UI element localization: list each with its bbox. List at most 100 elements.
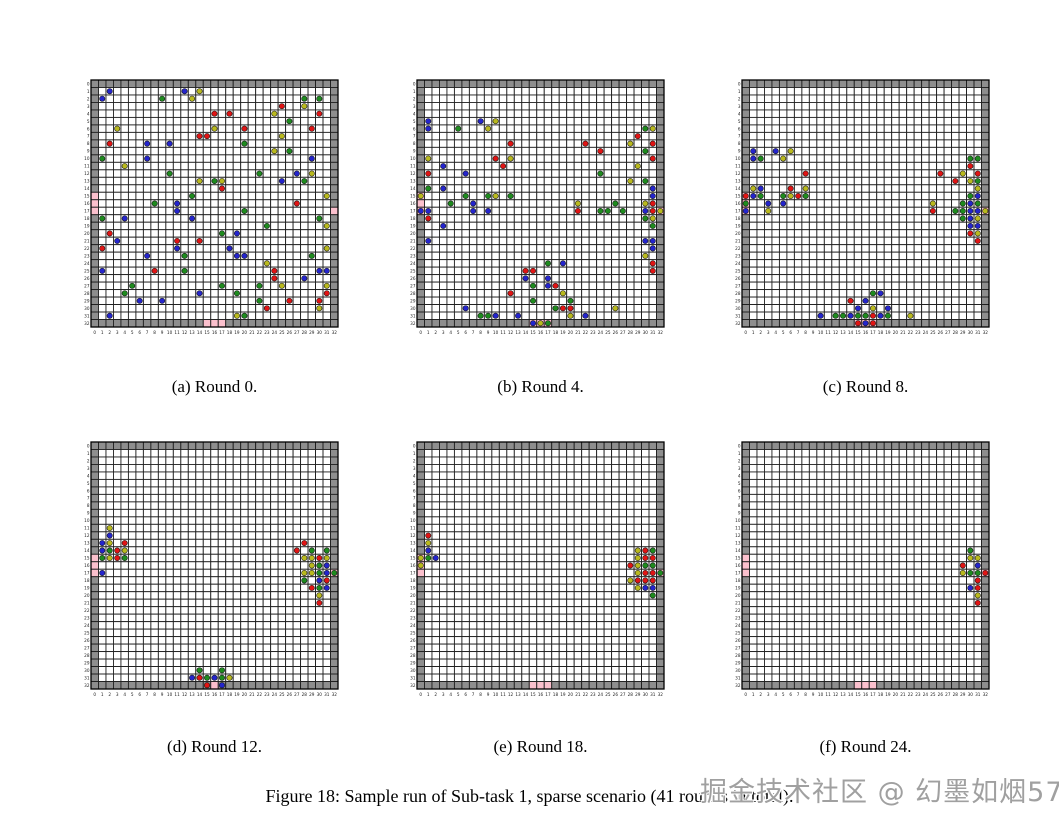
svg-text:6: 6 <box>138 330 141 335</box>
svg-text:28: 28 <box>84 291 90 296</box>
panel-a-grid: 0011223344556677889910101111121213131414… <box>84 79 339 335</box>
svg-text:30: 30 <box>84 668 90 673</box>
svg-text:31: 31 <box>324 692 330 697</box>
panel-d-grid: 0011223344556677889910101111121213131414… <box>84 441 339 697</box>
svg-text:24: 24 <box>272 330 278 335</box>
svg-text:14: 14 <box>410 186 416 191</box>
svg-text:27: 27 <box>410 283 416 288</box>
svg-text:11: 11 <box>735 164 741 169</box>
svg-text:19: 19 <box>234 330 240 335</box>
svg-text:26: 26 <box>287 330 293 335</box>
svg-text:12: 12 <box>182 330 188 335</box>
svg-text:27: 27 <box>84 283 90 288</box>
svg-text:28: 28 <box>84 653 90 658</box>
svg-text:6: 6 <box>138 692 141 697</box>
svg-text:28: 28 <box>302 330 308 335</box>
svg-text:32: 32 <box>332 692 338 697</box>
svg-text:4: 4 <box>774 330 777 335</box>
svg-text:26: 26 <box>84 638 90 643</box>
svg-text:4: 4 <box>123 692 126 697</box>
svg-text:17: 17 <box>870 330 876 335</box>
svg-text:22: 22 <box>908 330 914 335</box>
svg-text:5: 5 <box>738 119 741 124</box>
svg-text:1: 1 <box>752 330 755 335</box>
svg-text:14: 14 <box>84 186 90 191</box>
svg-text:29: 29 <box>410 298 416 303</box>
svg-text:22: 22 <box>84 246 90 251</box>
svg-text:9: 9 <box>738 149 741 154</box>
svg-text:29: 29 <box>84 298 90 303</box>
svg-text:18: 18 <box>878 330 884 335</box>
svg-text:4: 4 <box>87 111 90 116</box>
svg-text:25: 25 <box>735 268 741 273</box>
svg-text:16: 16 <box>735 201 741 206</box>
svg-text:19: 19 <box>560 330 566 335</box>
svg-text:12: 12 <box>833 330 839 335</box>
svg-text:20: 20 <box>893 330 899 335</box>
svg-text:0: 0 <box>93 692 96 697</box>
svg-text:21: 21 <box>900 330 906 335</box>
svg-text:7: 7 <box>87 134 90 139</box>
svg-text:20: 20 <box>410 231 416 236</box>
svg-text:31: 31 <box>84 675 90 680</box>
svg-text:2: 2 <box>759 330 762 335</box>
svg-text:27: 27 <box>294 330 300 335</box>
svg-text:20: 20 <box>568 330 574 335</box>
svg-text:18: 18 <box>84 578 90 583</box>
svg-text:22: 22 <box>735 246 741 251</box>
svg-text:14: 14 <box>84 548 90 553</box>
svg-text:1: 1 <box>413 89 416 94</box>
svg-text:0: 0 <box>87 81 90 86</box>
svg-text:15: 15 <box>84 194 90 199</box>
svg-text:26: 26 <box>410 276 416 281</box>
svg-text:6: 6 <box>87 126 90 131</box>
svg-text:18: 18 <box>735 216 741 221</box>
svg-text:14: 14 <box>523 330 529 335</box>
svg-text:11: 11 <box>410 164 416 169</box>
svg-text:16: 16 <box>212 330 218 335</box>
svg-text:23: 23 <box>264 330 270 335</box>
svg-text:13: 13 <box>189 330 195 335</box>
svg-text:9: 9 <box>161 330 164 335</box>
svg-text:7: 7 <box>738 134 741 139</box>
svg-text:20: 20 <box>735 231 741 236</box>
svg-text:28: 28 <box>628 330 634 335</box>
svg-text:30: 30 <box>317 692 323 697</box>
svg-text:14: 14 <box>848 330 854 335</box>
svg-text:23: 23 <box>410 253 416 258</box>
svg-text:0: 0 <box>413 81 416 86</box>
svg-text:11: 11 <box>500 330 506 335</box>
svg-text:4: 4 <box>87 473 90 478</box>
svg-text:2: 2 <box>413 96 416 101</box>
svg-text:13: 13 <box>84 541 90 546</box>
panel-b: 0 0 1 1 2 2 3 3 4 4 5 5 6 6 7 7 8 8 9 9 10 10 11 11 12 12 13 13 14 14… <box>407 78 669 340</box>
svg-text:10: 10 <box>167 692 173 697</box>
svg-text:9: 9 <box>87 511 90 516</box>
svg-text:4: 4 <box>738 111 741 116</box>
svg-text:10: 10 <box>84 156 90 161</box>
svg-text:24: 24 <box>598 330 604 335</box>
svg-text:32: 32 <box>84 683 90 688</box>
svg-text:14: 14 <box>735 186 741 191</box>
panel-a: 0 0 1 1 2 2 3 3 4 4 5 5 6 6 7 7 8 8 9 9 10 10 11 11 12 12 13 13 14 14… <box>81 78 343 340</box>
svg-text:22: 22 <box>583 330 589 335</box>
svg-text:15: 15 <box>204 330 210 335</box>
svg-text:3: 3 <box>738 104 741 109</box>
svg-text:28: 28 <box>302 692 308 697</box>
svg-text:21: 21 <box>410 239 416 244</box>
svg-text:1: 1 <box>427 330 430 335</box>
svg-text:26: 26 <box>84 276 90 281</box>
svg-text:19: 19 <box>885 330 891 335</box>
svg-text:17: 17 <box>219 692 225 697</box>
svg-text:19: 19 <box>735 224 741 229</box>
svg-text:7: 7 <box>797 330 800 335</box>
svg-text:9: 9 <box>812 330 815 335</box>
svg-text:16: 16 <box>84 563 90 568</box>
svg-text:8: 8 <box>153 692 156 697</box>
svg-text:24: 24 <box>84 261 90 266</box>
svg-text:3: 3 <box>116 692 119 697</box>
svg-text:13: 13 <box>189 692 195 697</box>
svg-text:20: 20 <box>84 231 90 236</box>
svg-text:21: 21 <box>575 330 581 335</box>
svg-text:29: 29 <box>960 330 966 335</box>
